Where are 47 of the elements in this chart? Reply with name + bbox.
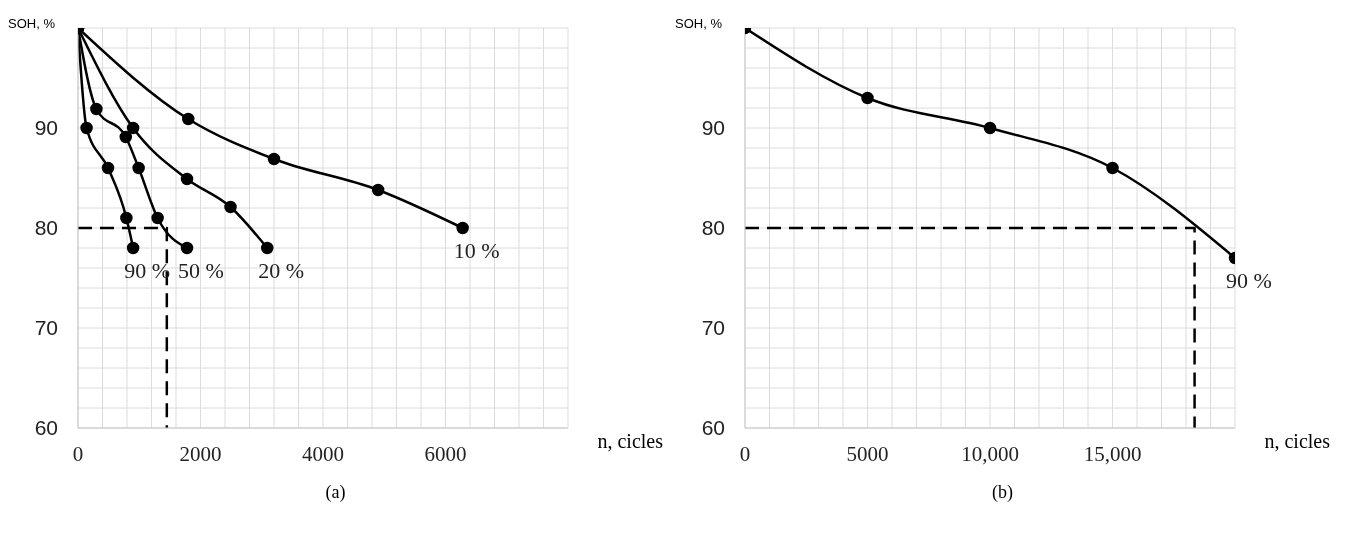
text: (a) bbox=[324, 482, 347, 503]
y-tick-label: 70 bbox=[34, 316, 58, 340]
point bbox=[119, 130, 133, 144]
point bbox=[861, 91, 874, 105]
point bbox=[267, 152, 281, 166]
y-axis-title: SOH, % bbox=[8, 16, 55, 31]
x-tick-label: 10,000 bbox=[961, 441, 1019, 466]
point bbox=[90, 102, 103, 116]
x-axis-title: n, cicles bbox=[1264, 430, 1330, 453]
point bbox=[983, 121, 997, 135]
annotation: 20 % bbox=[258, 257, 305, 283]
point bbox=[132, 161, 145, 175]
point bbox=[182, 112, 195, 126]
y-tick-label: 60 bbox=[34, 416, 58, 440]
point bbox=[224, 200, 237, 214]
annotation: 90 % bbox=[1226, 267, 1272, 293]
x-tick-label: 2000 bbox=[179, 441, 222, 466]
point bbox=[126, 121, 140, 135]
annotation: 50 % bbox=[178, 257, 224, 283]
x-tick-label: 5000 bbox=[846, 441, 889, 466]
x-tick-label: 6000 bbox=[424, 441, 467, 466]
point bbox=[180, 241, 194, 255]
y-tick-label: 90 bbox=[34, 116, 58, 140]
y-tick-label: 80 bbox=[701, 216, 725, 240]
annotation: 10 % bbox=[453, 237, 500, 263]
y-axis-title: SOH, % bbox=[675, 16, 722, 31]
x-tick-label: 4000 bbox=[302, 441, 344, 466]
y-tick-label: 90 bbox=[701, 116, 725, 140]
annotation: 90 % bbox=[124, 257, 171, 283]
point bbox=[80, 121, 93, 135]
x-tick-label: 0 bbox=[739, 441, 751, 466]
x-axis-title: n, cicles bbox=[597, 430, 663, 453]
x-tick-label: 15,000 bbox=[1083, 441, 1142, 466]
y-tick-label: 70 bbox=[701, 316, 725, 340]
point bbox=[120, 211, 133, 225]
point bbox=[151, 211, 164, 225]
point bbox=[456, 221, 469, 235]
point bbox=[1106, 161, 1119, 175]
x-tick-label: 0 bbox=[72, 441, 84, 466]
point bbox=[261, 241, 274, 255]
point bbox=[126, 241, 140, 255]
point bbox=[101, 161, 115, 175]
y-tick-label: 60 bbox=[701, 416, 725, 440]
text: (b) bbox=[991, 482, 1014, 503]
point bbox=[371, 183, 385, 197]
point bbox=[180, 172, 194, 186]
y-tick-label: 80 bbox=[34, 216, 58, 240]
